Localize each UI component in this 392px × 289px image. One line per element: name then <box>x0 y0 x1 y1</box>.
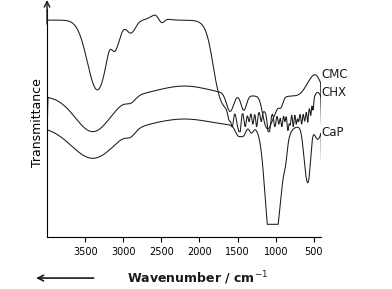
Text: CaP: CaP <box>322 127 344 140</box>
Text: CHX: CHX <box>322 86 347 99</box>
Text: CMC: CMC <box>322 68 348 81</box>
Text: Wavenumber / cm$^{-1}$: Wavenumber / cm$^{-1}$ <box>127 269 269 287</box>
Y-axis label: Transmittance: Transmittance <box>31 78 44 167</box>
